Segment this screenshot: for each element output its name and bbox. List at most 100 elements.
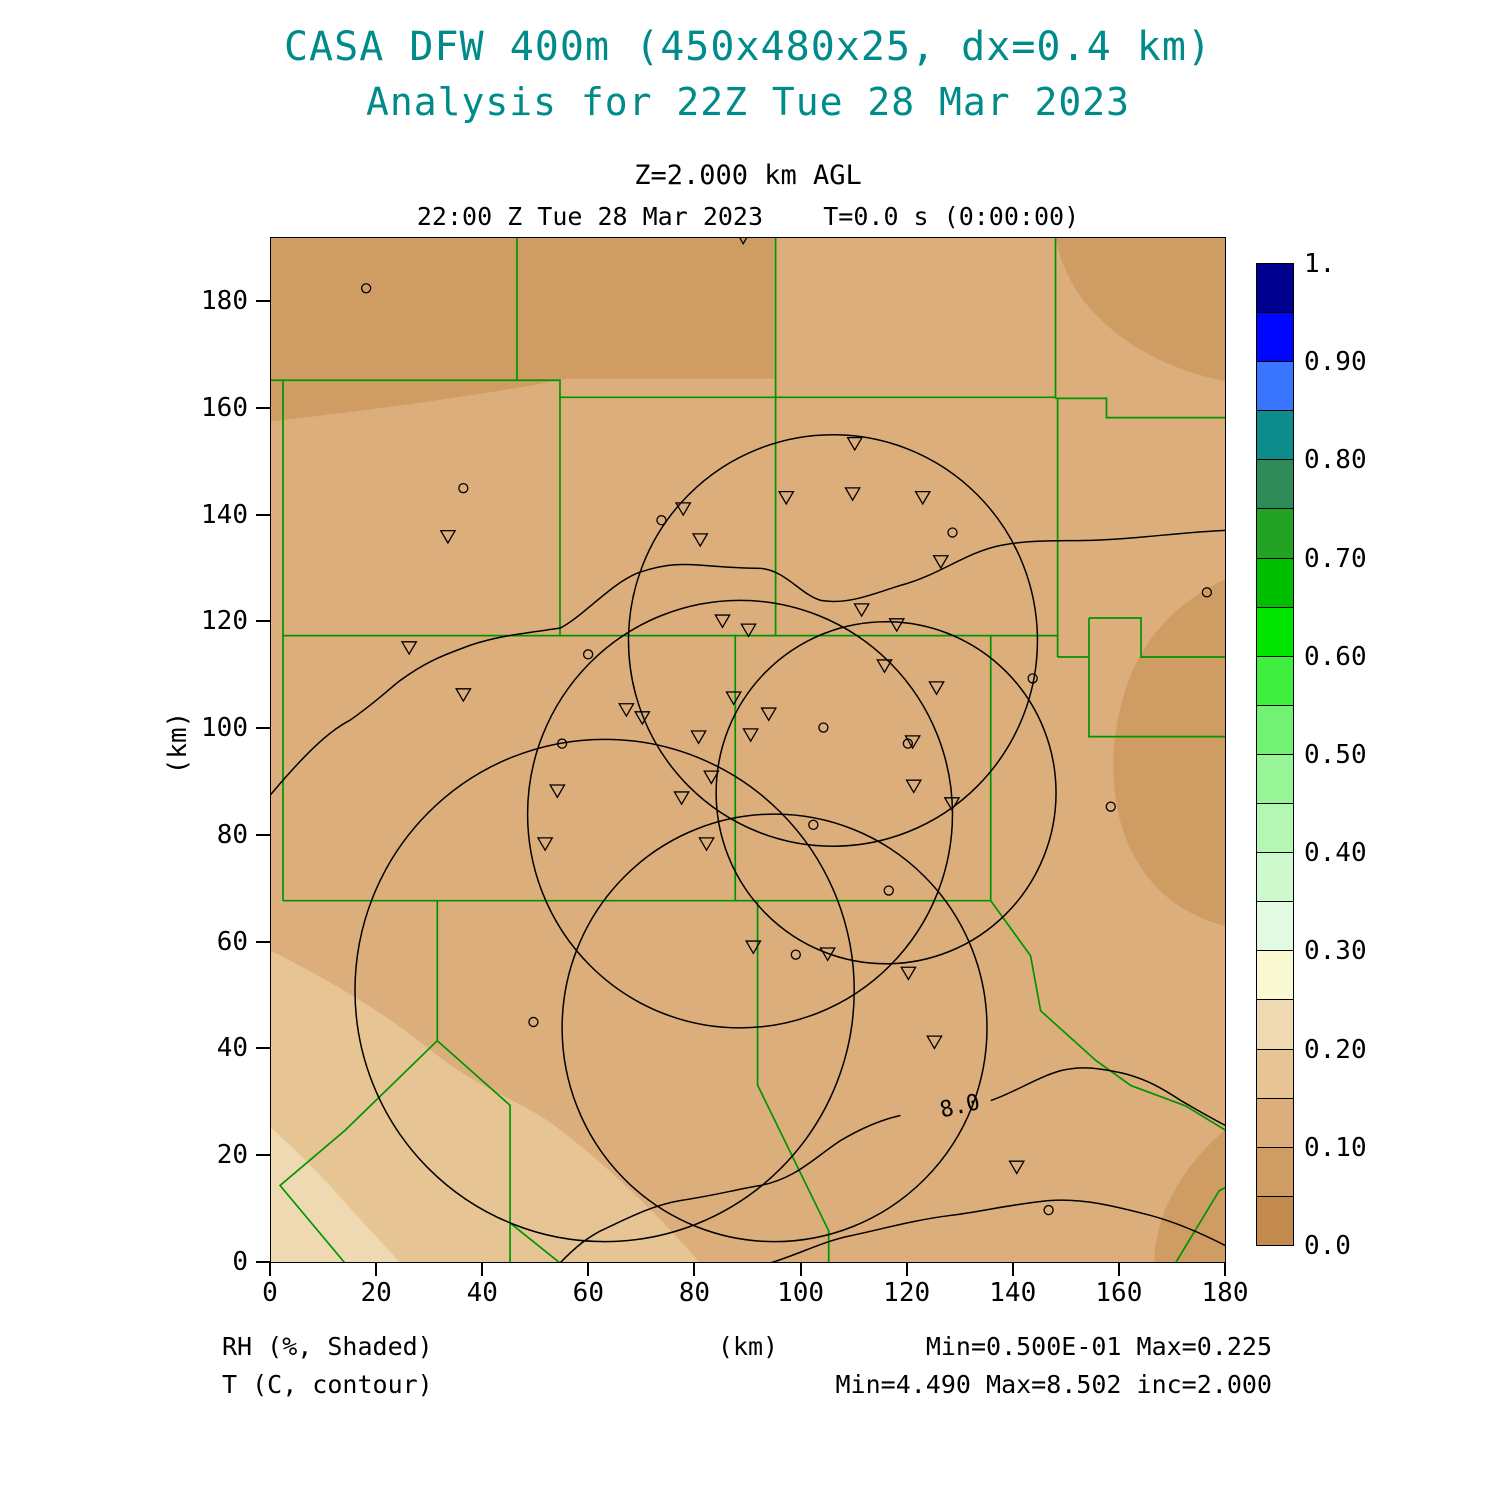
temperature-contour	[560, 1116, 900, 1263]
radar-range-circle	[355, 739, 854, 1241]
station-marker-triangle	[726, 692, 740, 704]
station-marker-triangle	[907, 780, 921, 792]
y-tick-label: 0	[232, 1247, 248, 1277]
station-marker-triangle	[1010, 1161, 1024, 1173]
colorbar-segment	[1256, 1146, 1294, 1197]
x-tick-mark	[1224, 1263, 1226, 1276]
station-marker-triangle	[779, 492, 793, 504]
map-plot: 8.0	[270, 237, 1226, 1263]
station-marker-circle	[819, 723, 828, 732]
county-boundary	[510, 1223, 560, 1263]
station-marker-circle	[903, 739, 912, 748]
county-boundary	[437, 901, 510, 1263]
x-tick-label: 180	[1201, 1278, 1249, 1308]
colorbar-tick-label: 0.80	[1304, 445, 1367, 476]
x-tick-mark	[1011, 1263, 1014, 1276]
station-marker-circle	[809, 820, 818, 829]
rh-shading-region	[270, 1126, 401, 1263]
y-tick-mark	[256, 727, 270, 730]
colorbar-tick-label: 0.10	[1304, 1132, 1367, 1163]
colorbar-segment	[1256, 606, 1294, 657]
county-boundary	[758, 901, 829, 1263]
x-tick-mark	[693, 1263, 696, 1276]
contour-field-label: T (C, contour)	[222, 1370, 433, 1399]
colorbar-tick-label: 1.	[1304, 249, 1336, 279]
radar-range-circle	[716, 622, 1056, 964]
colorbar-segment	[1256, 508, 1294, 559]
station-marker-circle	[1106, 802, 1115, 811]
station-marker-triangle	[877, 660, 891, 672]
station-marker-circle	[1044, 1206, 1053, 1215]
y-tick-mark	[256, 833, 270, 836]
y-tick-label: 140	[201, 499, 248, 530]
station-marker-circle	[584, 650, 593, 659]
county-boundary	[280, 1041, 437, 1263]
y-tick-label: 120	[201, 606, 248, 637]
colorbar-segment	[1256, 312, 1294, 363]
y-tick-label: 20	[216, 1140, 248, 1171]
colorbar-tick-label: 0.20	[1304, 1034, 1367, 1065]
station-marker-circle	[948, 528, 957, 537]
rh-shading-region	[1056, 237, 1226, 382]
station-marker-triangle	[848, 438, 862, 450]
x-tick-mark	[905, 1263, 908, 1276]
x-tick-label: 80	[678, 1278, 711, 1308]
station-marker-triangle	[845, 488, 859, 500]
county-boundary	[1176, 1187, 1226, 1263]
colorbar-segment	[1256, 655, 1294, 706]
station-marker-triangle	[456, 689, 470, 701]
station-marker-triangle	[635, 712, 649, 724]
county-boundary	[1089, 618, 1226, 737]
station-marker-circle	[529, 1017, 538, 1026]
station-marker-circle	[558, 739, 567, 748]
x-tick-label: 20	[360, 1278, 392, 1308]
colorbar-tick-label: 0.40	[1304, 838, 1367, 869]
station-marker-triangle	[704, 771, 718, 783]
temperature-contour	[770, 1200, 1226, 1263]
time-label: 22:00 Z Tue 28 Mar 2023 T=0.0 s (0:00:00…	[416, 202, 1080, 231]
x-tick-label: 0	[262, 1278, 278, 1308]
colorbar-segment	[1256, 803, 1294, 854]
x-tick-mark	[1117, 1263, 1120, 1276]
station-marker-triangle	[905, 736, 919, 748]
colorbar-segment	[1256, 901, 1294, 952]
station-marker-triangle	[927, 1036, 941, 1048]
rh-shading-region	[270, 950, 701, 1263]
x-tick-label: 100	[777, 1278, 825, 1308]
y-tick-mark	[256, 300, 270, 303]
y-tick-mark	[256, 1154, 270, 1157]
station-marker-triangle	[934, 556, 948, 568]
y-tick-mark	[256, 1261, 270, 1263]
county-boundary	[270, 380, 1056, 397]
county-boundary	[1056, 398, 1226, 417]
x-tick-label: 60	[572, 1278, 604, 1308]
station-marker-circle	[1202, 588, 1211, 597]
station-marker-triangle	[441, 531, 455, 543]
x-tick-label: 160	[1095, 1278, 1143, 1308]
station-marker-triangle	[699, 838, 713, 850]
station-marker-triangle	[901, 967, 915, 979]
x-tick-label: 140	[989, 1278, 1037, 1308]
colorbar-tick-label: 0.90	[1304, 347, 1367, 378]
station-marker-triangle	[945, 798, 959, 810]
colorbar-segment	[1256, 361, 1294, 412]
x-tick-mark	[481, 1263, 484, 1276]
station-marker-triangle	[743, 729, 757, 741]
radar-range-circle	[562, 814, 987, 1242]
station-marker-triangle	[741, 624, 755, 636]
station-marker-triangle	[916, 492, 930, 504]
station-marker-circle	[884, 886, 893, 895]
colorbar-segment	[1256, 950, 1294, 1001]
radar-range-circle	[528, 600, 953, 1028]
y-tick-mark	[256, 620, 270, 623]
station-marker-triangle	[538, 838, 552, 850]
level-label: Z=2.000 km AGL	[634, 160, 862, 191]
colorbar-segment	[1256, 263, 1294, 314]
colorbar-tick-label: 0.50	[1304, 740, 1367, 770]
station-marker-triangle	[746, 941, 760, 953]
colorbar-tick-label: 0.0	[1304, 1231, 1351, 1261]
main-title: CASA DFW 400m (450x480x25, dx=0.4 km)	[283, 24, 1213, 70]
station-marker-triangle	[674, 792, 688, 804]
colorbar-tick-label: 0.30	[1304, 936, 1367, 967]
x-tick-mark	[269, 1263, 271, 1276]
